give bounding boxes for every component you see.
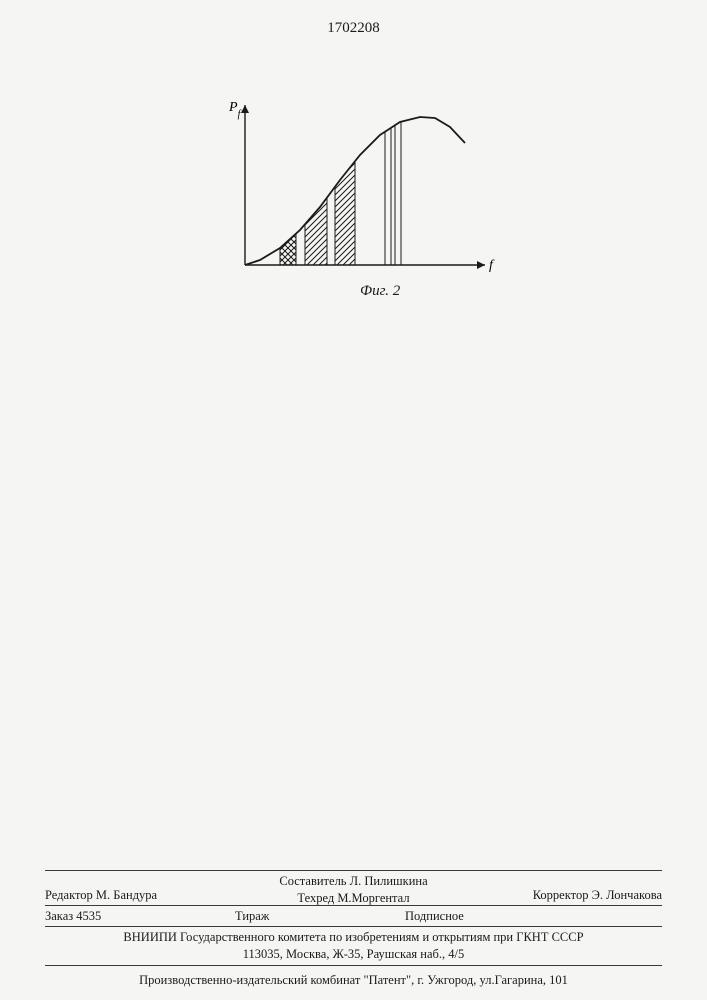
page-number: 1702208 (327, 20, 380, 37)
subscription: Подписное (405, 908, 464, 925)
bar-1 (305, 198, 327, 265)
bar-2 (335, 161, 355, 265)
compiler: Составитель Л. Пилишкина (279, 874, 427, 888)
x-axis-label: f (489, 258, 495, 273)
tirazh: Тираж (235, 908, 269, 925)
bar-4 (395, 122, 401, 265)
figure-2-svg: Pf f (225, 95, 515, 315)
vniipi-line2: 113035, Москва, Ж-35, Раушская наб., 4/5 (243, 947, 464, 961)
corrector-name: Э. Лончакова (592, 888, 662, 902)
vniipi-block: ВНИИПИ Государственного комитета по изоб… (45, 927, 662, 966)
bar-0 (280, 234, 296, 265)
corrector-label: Корректор (533, 888, 589, 902)
editor-label: Редактор (45, 888, 93, 902)
editor-name: М. Бандура (96, 888, 157, 902)
figure-caption: Фиг. 2 (360, 283, 400, 300)
credits-block: Составитель Л. Пилишкина Техред М.Морген… (45, 873, 662, 906)
figure-2: Pf f Фиг. 2 (225, 95, 515, 315)
y-axis-label: Pf (228, 100, 242, 120)
y-axis-arrow (241, 105, 249, 113)
order-number: Заказ 4535 (45, 908, 101, 925)
techred: Техред М.Моргентал (297, 891, 409, 905)
patent-line: Производственно-издательский комбинат "П… (45, 966, 662, 989)
vniipi-line1: ВНИИПИ Государственного комитета по изоб… (123, 930, 583, 944)
bar-3 (385, 128, 391, 265)
order-row: Заказ 4535 Тираж Подписное (45, 906, 662, 927)
footer-block: Составитель Л. Пилишкина Техред М.Морген… (45, 870, 662, 989)
x-axis-arrow (477, 261, 485, 269)
